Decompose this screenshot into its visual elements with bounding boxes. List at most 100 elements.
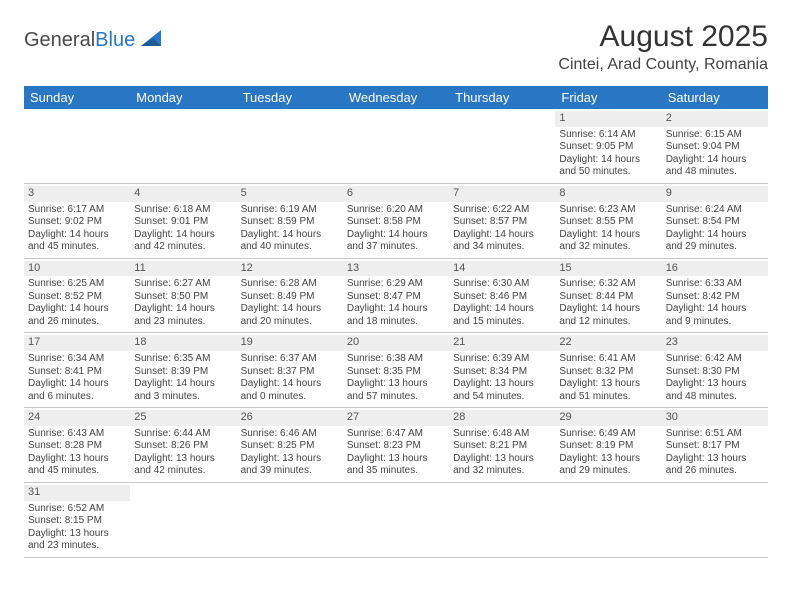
calendar-body: 1Sunrise: 6:14 AMSunset: 9:05 PMDaylight… (24, 109, 768, 557)
daylight-text: Daylight: 14 hours and 3 minutes. (134, 378, 232, 403)
calendar-cell (343, 109, 449, 183)
sunset-text: Sunset: 8:34 PM (453, 366, 551, 379)
day-number: 9 (662, 186, 768, 202)
day-number: 15 (555, 261, 661, 277)
month-title: August 2025 (558, 20, 768, 54)
sunrise-text: Sunrise: 6:33 AM (666, 278, 764, 291)
sunset-text: Sunset: 8:39 PM (134, 366, 232, 379)
day-number: 25 (130, 410, 236, 426)
day-number: 30 (662, 410, 768, 426)
sunrise-text: Sunrise: 6:27 AM (134, 278, 232, 291)
sunset-text: Sunset: 8:37 PM (241, 366, 339, 379)
calendar-cell (237, 482, 343, 557)
day-number: 2 (662, 111, 768, 127)
calendar-cell: 3Sunrise: 6:17 AMSunset: 9:02 PMDaylight… (24, 183, 130, 258)
sunrise-text: Sunrise: 6:15 AM (666, 129, 764, 142)
calendar-cell: 30Sunrise: 6:51 AMSunset: 8:17 PMDayligh… (662, 408, 768, 483)
day-number: 24 (24, 410, 130, 426)
sunset-text: Sunset: 8:28 PM (28, 440, 126, 453)
sail-icon (139, 28, 163, 53)
day-number: 28 (449, 410, 555, 426)
calendar-week: 10Sunrise: 6:25 AMSunset: 8:52 PMDayligh… (24, 258, 768, 333)
calendar-cell: 6Sunrise: 6:20 AMSunset: 8:58 PMDaylight… (343, 183, 449, 258)
calendar-cell (343, 482, 449, 557)
daylight-text: Daylight: 14 hours and 20 minutes. (241, 303, 339, 328)
sunset-text: Sunset: 8:25 PM (241, 440, 339, 453)
day-number: 18 (130, 335, 236, 351)
day-header: Thursday (449, 86, 555, 109)
sunrise-text: Sunrise: 6:41 AM (559, 353, 657, 366)
daylight-text: Daylight: 13 hours and 45 minutes. (28, 453, 126, 478)
daylight-text: Daylight: 14 hours and 29 minutes. (666, 229, 764, 254)
logo: GeneralBlue (24, 28, 163, 53)
calendar-cell: 9Sunrise: 6:24 AMSunset: 8:54 PMDaylight… (662, 183, 768, 258)
location: Cintei, Arad County, Romania (558, 56, 768, 74)
sunset-text: Sunset: 8:54 PM (666, 216, 764, 229)
sunrise-text: Sunrise: 6:14 AM (559, 129, 657, 142)
day-number: 10 (24, 261, 130, 277)
sunset-text: Sunset: 8:59 PM (241, 216, 339, 229)
sunset-text: Sunset: 9:04 PM (666, 141, 764, 154)
calendar-cell: 26Sunrise: 6:46 AMSunset: 8:25 PMDayligh… (237, 408, 343, 483)
calendar-cell (449, 482, 555, 557)
day-number: 17 (24, 335, 130, 351)
day-header-row: SundayMondayTuesdayWednesdayThursdayFrid… (24, 86, 768, 109)
daylight-text: Daylight: 13 hours and 42 minutes. (134, 453, 232, 478)
logo-text-general: General (24, 29, 95, 51)
sunrise-text: Sunrise: 6:51 AM (666, 428, 764, 441)
calendar-cell (24, 109, 130, 183)
daylight-text: Daylight: 13 hours and 23 minutes. (28, 528, 126, 553)
calendar-table: SundayMondayTuesdayWednesdayThursdayFrid… (24, 86, 768, 558)
daylight-text: Daylight: 14 hours and 9 minutes. (666, 303, 764, 328)
calendar-cell: 11Sunrise: 6:27 AMSunset: 8:50 PMDayligh… (130, 258, 236, 333)
day-number: 5 (237, 186, 343, 202)
calendar-cell: 19Sunrise: 6:37 AMSunset: 8:37 PMDayligh… (237, 333, 343, 408)
calendar-cell: 23Sunrise: 6:42 AMSunset: 8:30 PMDayligh… (662, 333, 768, 408)
calendar-week: 3Sunrise: 6:17 AMSunset: 9:02 PMDaylight… (24, 183, 768, 258)
daylight-text: Daylight: 14 hours and 12 minutes. (559, 303, 657, 328)
day-number: 7 (449, 186, 555, 202)
day-number: 27 (343, 410, 449, 426)
day-number: 21 (449, 335, 555, 351)
calendar-cell: 13Sunrise: 6:29 AMSunset: 8:47 PMDayligh… (343, 258, 449, 333)
sunrise-text: Sunrise: 6:47 AM (347, 428, 445, 441)
daylight-text: Daylight: 14 hours and 6 minutes. (28, 378, 126, 403)
sunset-text: Sunset: 9:02 PM (28, 216, 126, 229)
daylight-text: Daylight: 13 hours and 57 minutes. (347, 378, 445, 403)
sunrise-text: Sunrise: 6:22 AM (453, 204, 551, 217)
day-number: 23 (662, 335, 768, 351)
sunrise-text: Sunrise: 6:32 AM (559, 278, 657, 291)
day-number: 31 (24, 485, 130, 501)
sunset-text: Sunset: 8:47 PM (347, 291, 445, 304)
calendar-cell: 18Sunrise: 6:35 AMSunset: 8:39 PMDayligh… (130, 333, 236, 408)
daylight-text: Daylight: 13 hours and 51 minutes. (559, 378, 657, 403)
daylight-text: Daylight: 14 hours and 18 minutes. (347, 303, 445, 328)
day-number: 12 (237, 261, 343, 277)
daylight-text: Daylight: 14 hours and 32 minutes. (559, 229, 657, 254)
sunrise-text: Sunrise: 6:42 AM (666, 353, 764, 366)
day-number: 26 (237, 410, 343, 426)
day-header: Sunday (24, 86, 130, 109)
calendar-cell: 22Sunrise: 6:41 AMSunset: 8:32 PMDayligh… (555, 333, 661, 408)
calendar-cell: 12Sunrise: 6:28 AMSunset: 8:49 PMDayligh… (237, 258, 343, 333)
day-number: 19 (237, 335, 343, 351)
sunset-text: Sunset: 8:35 PM (347, 366, 445, 379)
sunrise-text: Sunrise: 6:44 AM (134, 428, 232, 441)
sunrise-text: Sunrise: 6:34 AM (28, 353, 126, 366)
daylight-text: Daylight: 14 hours and 34 minutes. (453, 229, 551, 254)
sunset-text: Sunset: 8:19 PM (559, 440, 657, 453)
sunrise-text: Sunrise: 6:18 AM (134, 204, 232, 217)
header: GeneralBlue August 2025 Cintei, Arad Cou… (24, 20, 768, 74)
sunset-text: Sunset: 8:17 PM (666, 440, 764, 453)
daylight-text: Daylight: 13 hours and 29 minutes. (559, 453, 657, 478)
day-number: 6 (343, 186, 449, 202)
daylight-text: Daylight: 14 hours and 37 minutes. (347, 229, 445, 254)
daylight-text: Daylight: 14 hours and 42 minutes. (134, 229, 232, 254)
sunset-text: Sunset: 8:52 PM (28, 291, 126, 304)
logo-text-blue: Blue (95, 29, 135, 51)
day-header: Wednesday (343, 86, 449, 109)
sunset-text: Sunset: 8:26 PM (134, 440, 232, 453)
sunset-text: Sunset: 8:57 PM (453, 216, 551, 229)
logo-text: GeneralBlue (24, 29, 135, 52)
daylight-text: Daylight: 13 hours and 32 minutes. (453, 453, 551, 478)
